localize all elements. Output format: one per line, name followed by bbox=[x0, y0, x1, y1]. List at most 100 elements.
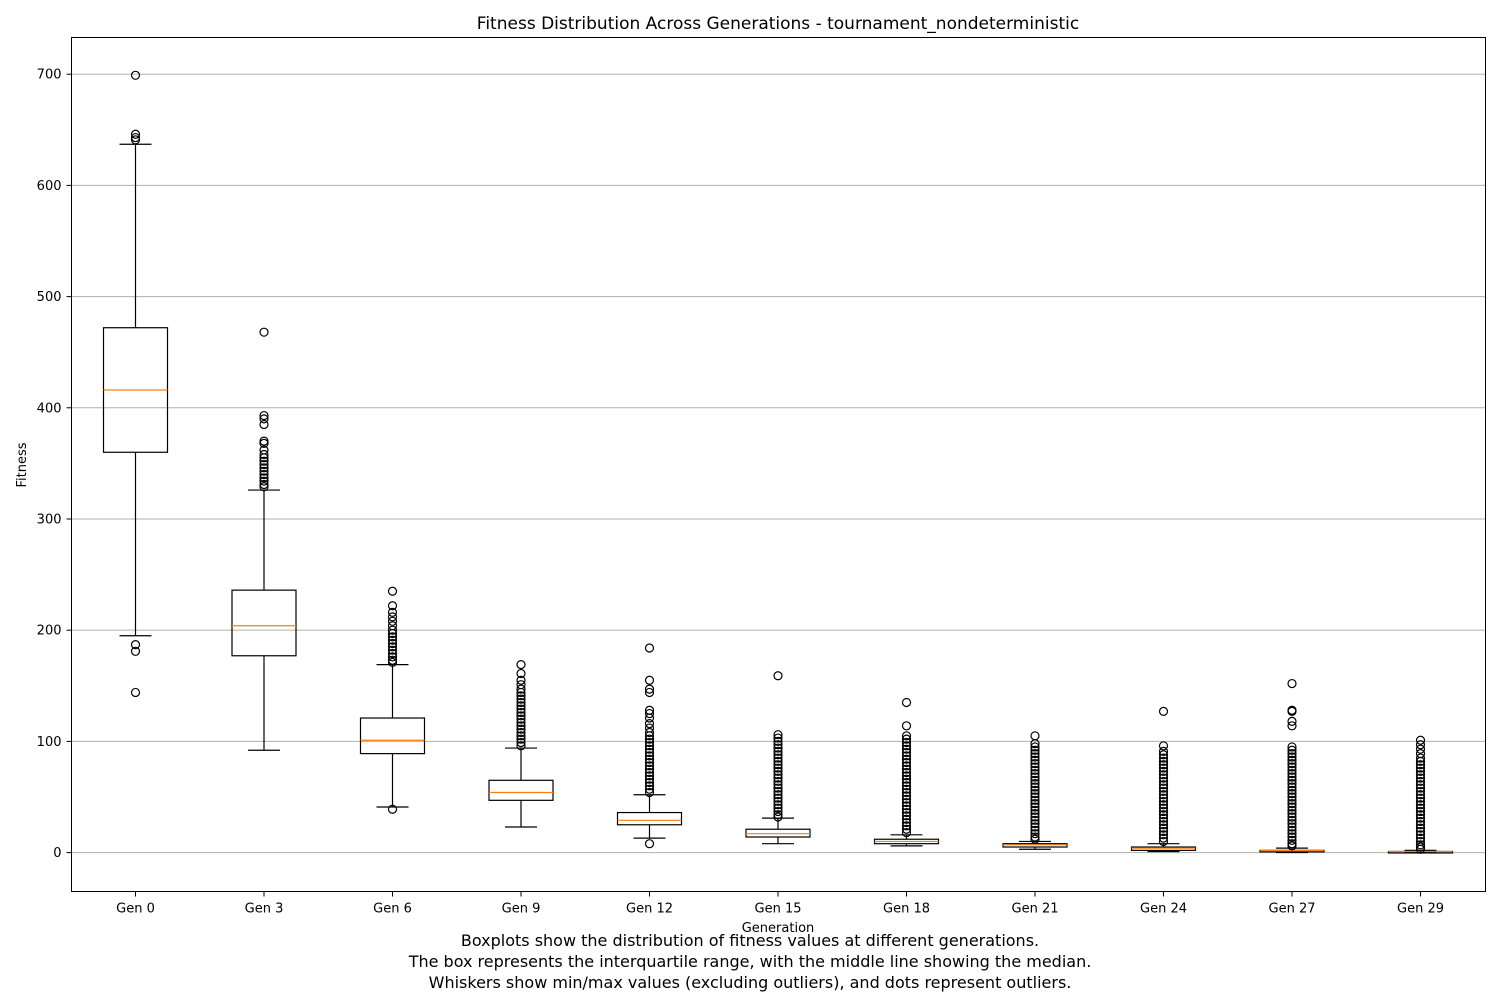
outlier-point bbox=[387, 616, 398, 626]
outlier-point bbox=[516, 731, 526, 741]
outlier-point bbox=[644, 744, 655, 754]
outlier-point bbox=[773, 671, 783, 681]
outlier-point bbox=[773, 740, 783, 750]
x-tick-label: Gen 21 bbox=[1012, 902, 1059, 917]
outlier-point bbox=[1287, 799, 1297, 809]
outlier-point bbox=[1287, 785, 1297, 795]
outlier-point bbox=[901, 791, 912, 801]
outlier-point bbox=[259, 414, 269, 424]
y-axis-label: Fitness bbox=[15, 442, 30, 487]
outlier-point bbox=[1158, 790, 1169, 800]
outlier-point bbox=[1287, 815, 1297, 825]
outlier-point bbox=[644, 757, 655, 768]
outlier-point bbox=[1158, 806, 1169, 817]
boxplot-gen-0 bbox=[102, 70, 169, 698]
outlier-point bbox=[644, 718, 655, 729]
outlier-point bbox=[1415, 833, 1426, 843]
outlier-point bbox=[1287, 795, 1297, 805]
x-tick-label: Gen 6 bbox=[373, 902, 412, 917]
outlier-point bbox=[901, 777, 912, 788]
outlier-point bbox=[516, 694, 526, 704]
outlier-point bbox=[1415, 790, 1426, 800]
outlier-point bbox=[1415, 780, 1426, 790]
caption-line: Boxplots show the distribution of fitnes… bbox=[460, 931, 1040, 950]
outlier-point bbox=[1415, 796, 1426, 807]
outlier-point bbox=[259, 482, 269, 492]
outlier-point bbox=[1415, 735, 1426, 745]
outlier-point bbox=[1030, 772, 1040, 782]
iqr-box bbox=[231, 589, 297, 657]
boxplot-gen-21 bbox=[1002, 731, 1068, 850]
boxplot-gen-24 bbox=[1130, 706, 1197, 853]
outlier-point bbox=[516, 737, 526, 748]
outlier-point bbox=[901, 767, 912, 778]
y-tick-label: 200 bbox=[37, 624, 62, 639]
outlier-point bbox=[1287, 779, 1297, 789]
outlier-point bbox=[773, 812, 783, 822]
outlier-point bbox=[1158, 826, 1169, 837]
outlier-point bbox=[516, 714, 526, 724]
outlier-point bbox=[1415, 766, 1426, 777]
outlier-point bbox=[1158, 750, 1169, 760]
outlier-point bbox=[1158, 830, 1169, 840]
outlier-point bbox=[901, 804, 912, 814]
outlier-point bbox=[644, 767, 655, 778]
outlier-point bbox=[644, 784, 655, 794]
outlier-point bbox=[644, 675, 655, 685]
outlier-point bbox=[644, 777, 655, 788]
outlier-point bbox=[644, 764, 655, 774]
outlier-point bbox=[773, 790, 783, 800]
outlier-point bbox=[773, 766, 783, 777]
outlier-point bbox=[516, 697, 526, 708]
outlier-point bbox=[516, 734, 526, 744]
outlier-point bbox=[1415, 760, 1426, 770]
outlier-point bbox=[1030, 815, 1040, 825]
outlier-point bbox=[773, 733, 783, 743]
outlier-point bbox=[1030, 834, 1040, 844]
outlier-point bbox=[1415, 793, 1426, 803]
outlier-point bbox=[1415, 826, 1426, 837]
outlier-point bbox=[1287, 745, 1297, 755]
outlier-point bbox=[773, 783, 783, 793]
outlier-point bbox=[644, 737, 655, 748]
outlier-point bbox=[901, 761, 912, 771]
outlier-point bbox=[901, 781, 912, 791]
outlier-point bbox=[901, 737, 912, 748]
outlier-point bbox=[1158, 766, 1169, 777]
outlier-point bbox=[1030, 829, 1040, 839]
outlier-point bbox=[387, 642, 398, 652]
outlier-point bbox=[773, 730, 783, 740]
outlier-point bbox=[1415, 803, 1426, 813]
y-tick-label: 600 bbox=[37, 179, 62, 194]
outlier-point bbox=[387, 638, 398, 649]
outlier-point bbox=[259, 410, 269, 421]
outlier-point bbox=[901, 794, 912, 804]
outlier-point bbox=[1158, 756, 1169, 766]
outlier-point bbox=[1287, 809, 1297, 819]
outlier-point bbox=[644, 747, 655, 758]
outlier-point bbox=[1158, 746, 1169, 756]
outlier-point bbox=[1415, 823, 1426, 833]
outlier-point bbox=[644, 751, 655, 761]
boxplot-gen-27 bbox=[1259, 678, 1325, 854]
outlier-point bbox=[901, 824, 912, 834]
outlier-point bbox=[901, 774, 912, 784]
outlier-point bbox=[259, 476, 269, 486]
outlier-point bbox=[1158, 800, 1169, 810]
outlier-point bbox=[516, 717, 526, 728]
outlier-point bbox=[1030, 742, 1040, 752]
outlier-point bbox=[387, 804, 398, 814]
outlier-point bbox=[773, 770, 783, 780]
outlier-point bbox=[1158, 813, 1169, 823]
outlier-point bbox=[1030, 822, 1040, 832]
outlier-point bbox=[1030, 799, 1040, 809]
outlier-point bbox=[644, 643, 655, 653]
outlier-point bbox=[1287, 805, 1297, 815]
iqr-box bbox=[359, 717, 426, 755]
outlier-point bbox=[387, 657, 398, 668]
caption-line: Whiskers show min/max values (excluding … bbox=[428, 973, 1072, 992]
outlier-point bbox=[1287, 782, 1297, 792]
outlier-point bbox=[387, 628, 398, 639]
outlier-point bbox=[1287, 802, 1297, 812]
outlier-point bbox=[1287, 749, 1297, 759]
